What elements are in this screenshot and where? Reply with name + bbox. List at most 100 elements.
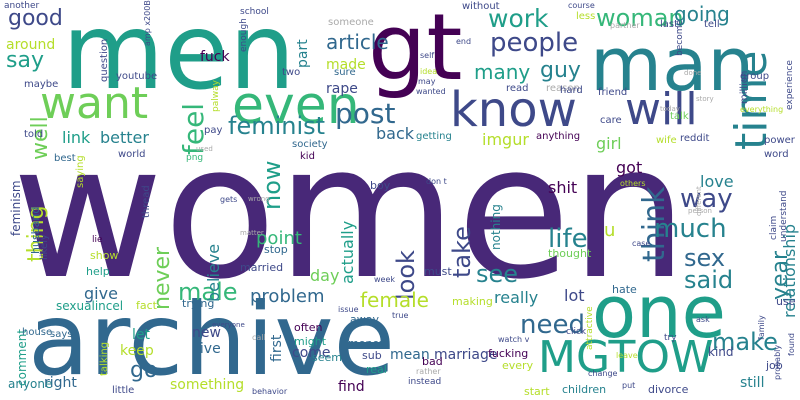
cloud-word: reddit: [680, 133, 710, 144]
cloud-word: leave: [616, 351, 638, 360]
cloud-word: issue: [338, 305, 359, 314]
cloud-word: kind: [708, 345, 734, 359]
cloud-word: link: [62, 128, 91, 147]
cloud-word: claim: [769, 215, 779, 240]
cloud-word: attractive: [585, 306, 595, 350]
cloud-word: getting: [416, 131, 452, 142]
cloud-word: wife: [656, 135, 677, 146]
cloud-word: found: [787, 333, 796, 356]
cloud-word: hard: [560, 85, 583, 96]
cloud-word: different: [695, 186, 703, 216]
cloud-word: care: [600, 115, 622, 126]
cloud-word: sure: [334, 67, 356, 78]
cloud-word: archive: [28, 281, 396, 398]
cloud-word: start: [524, 385, 550, 398]
cloud-word: best: [54, 153, 76, 164]
cloud-word: new: [192, 325, 221, 341]
cloud-word: another: [4, 1, 40, 11]
cloud-word: give: [84, 284, 118, 303]
cloud-word: less: [576, 11, 596, 22]
cloud-word: click: [566, 327, 587, 337]
cloud-word: others: [620, 179, 646, 188]
cloud-word: woman: [596, 4, 684, 32]
cloud-word: u: [604, 220, 616, 241]
cloud-word: every: [502, 359, 534, 372]
cloud-word: week: [374, 275, 396, 284]
cloud-word: saying: [75, 155, 86, 188]
cloud-word: pay: [204, 125, 223, 136]
cloud-word: gets: [220, 195, 238, 204]
cloud-word: might: [294, 335, 327, 348]
cloud-word: png: [186, 153, 204, 163]
cloud-word: part: [295, 39, 311, 68]
cloud-word: will: [625, 84, 698, 135]
cloud-word: put: [622, 381, 636, 390]
cloud-word: something: [170, 377, 245, 393]
cloud-word: group: [740, 71, 770, 82]
cloud-word: house: [22, 327, 53, 338]
cloud-word: need: [520, 310, 585, 340]
cloud-word: sex: [684, 244, 726, 272]
cloud-word: understand: [779, 190, 789, 242]
cloud-word: going: [674, 2, 730, 26]
cloud-word: children: [562, 383, 607, 396]
cloud-word: read: [506, 83, 529, 94]
cloud-word: shit: [548, 178, 578, 197]
cloud-word: see: [476, 260, 519, 288]
cloud-word: wrong: [248, 195, 270, 203]
cloud-word: right: [44, 375, 77, 391]
cloud-word: maybe: [24, 79, 59, 90]
cloud-word: still: [740, 375, 765, 391]
cloud-word: life: [548, 224, 588, 254]
cloud-word: back: [376, 124, 415, 143]
cloud-word: rape: [326, 81, 358, 97]
cloud-word: anything: [536, 131, 581, 142]
cloud-word: even: [232, 76, 360, 136]
cloud-word: school: [240, 7, 269, 17]
cloud-word: word: [764, 149, 789, 160]
cloud-word: good: [8, 6, 63, 31]
cloud-word: made: [326, 57, 366, 73]
cloud-word: society: [292, 139, 328, 150]
cloud-word: making: [452, 295, 493, 308]
cloud-word: make: [712, 328, 778, 356]
cloud-word: keep: [120, 343, 154, 359]
cloud-word: talking: [99, 341, 110, 376]
cloud-word: tell: [704, 19, 720, 30]
cloud-word: said: [684, 266, 734, 294]
cloud-word: behavior: [252, 387, 288, 396]
cloud-word: talk: [670, 111, 689, 122]
cloud-word: one: [592, 270, 726, 354]
cloud-word: post: [335, 97, 396, 130]
cloud-word: matter: [240, 229, 264, 237]
cloud-word: married: [240, 261, 284, 274]
cloud-word: instead: [408, 377, 442, 387]
cloud-word: people: [490, 28, 579, 58]
cloud-word: many: [474, 60, 531, 84]
cloud-word: course: [568, 1, 595, 10]
cloud-word: come: [292, 345, 331, 361]
cloud-word: take: [448, 226, 476, 278]
cloud-word: know: [450, 82, 577, 138]
cloud-word: actually: [338, 220, 357, 284]
cloud-word: around: [6, 37, 56, 53]
cloud-word: fuck: [200, 49, 230, 65]
cloud-word: try: [664, 333, 677, 343]
cloud-word: job: [766, 359, 783, 372]
cloud-word: partner: [610, 21, 640, 30]
cloud-word: million: [739, 70, 750, 104]
cloud-word: idea: [420, 67, 438, 76]
cloud-word: better: [100, 128, 149, 147]
cloud-word: feminism: [9, 180, 23, 236]
cloud-word: rather: [416, 367, 441, 376]
cloud-word: often: [294, 321, 323, 334]
cloud-word: kid: [300, 151, 315, 162]
cloud-word: gt: [368, 0, 463, 101]
cloud-word: real: [366, 363, 387, 376]
cloud-word: mean: [390, 347, 430, 363]
cloud-word: youtube: [116, 71, 158, 82]
cloud-word: money: [348, 337, 386, 350]
cloud-word: case: [632, 239, 651, 248]
cloud-word: day: [310, 266, 340, 285]
